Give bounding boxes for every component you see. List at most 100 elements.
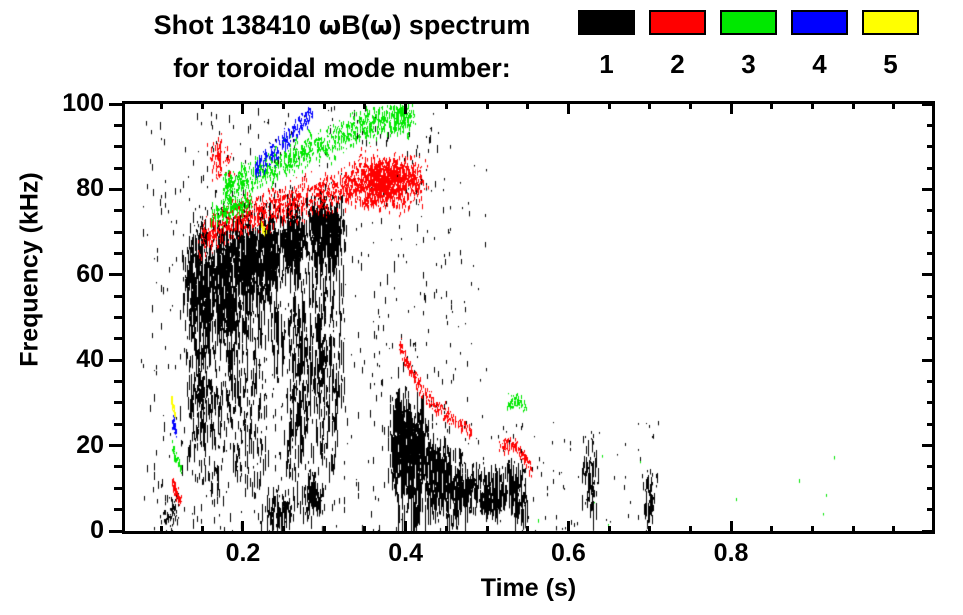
x-tick-0.4 <box>404 521 408 534</box>
y-tick-65 <box>114 251 122 255</box>
x-tick-1 <box>892 526 896 534</box>
y-tick-60 <box>109 273 122 277</box>
y-tick-25 <box>114 422 122 426</box>
y-tick-95 <box>114 123 122 127</box>
y-tick-right-60 <box>922 273 935 277</box>
y-tick-label-60: 60 <box>76 259 104 288</box>
x-tick-top-0.5 <box>485 101 489 109</box>
omega-symbol-1: ω <box>318 11 342 41</box>
y-tick-5 <box>114 508 122 512</box>
plot-area <box>122 101 935 534</box>
y-tick-label-100: 100 <box>62 89 104 117</box>
y-tick-right-35 <box>927 380 935 384</box>
legend-label-n5: 5 <box>883 49 898 79</box>
y-tick-right-0 <box>922 529 935 533</box>
y-tick-right-45 <box>927 337 935 341</box>
y-tick-right-90 <box>927 145 935 149</box>
x-tick-top-0.65 <box>607 101 611 109</box>
title-line-2: for toroidal mode number: <box>173 53 511 83</box>
x-tick-0.7 <box>648 526 652 534</box>
y-tick-90 <box>114 145 122 149</box>
y-tick-75 <box>114 209 122 213</box>
y-tick-right-5 <box>927 508 935 512</box>
x-tick-label-0.8: 0.8 <box>713 539 749 567</box>
legend-label-n1: 1 <box>599 49 614 79</box>
x-tick-top-0.25 <box>282 101 286 109</box>
y-tick-0 <box>109 529 122 533</box>
x-tick-label-0.6: 0.6 <box>550 539 586 567</box>
y-tick-right-25 <box>927 422 935 426</box>
x-tick-top-0.55 <box>526 101 530 109</box>
y-tick-40 <box>109 358 122 362</box>
x-tick-0.35 <box>363 526 367 534</box>
y-tick-right-55 <box>927 294 935 298</box>
x-tick-top-0.4 <box>404 101 408 114</box>
y-tick-100 <box>109 102 122 106</box>
x-tick-top-0.7 <box>648 101 652 109</box>
x-tick-label-0.2: 0.2 <box>225 539 261 567</box>
y-tick-label-20: 20 <box>76 430 104 459</box>
y-tick-right-40 <box>922 358 935 362</box>
title-b-text: B( <box>341 10 370 40</box>
x-tick-top-1 <box>892 101 896 109</box>
x-tick-0.25 <box>282 526 286 534</box>
y-tick-45 <box>114 337 122 341</box>
x-tick-0.3 <box>322 526 326 534</box>
x-tick-0.5 <box>485 526 489 534</box>
x-tick-top-0.15 <box>200 101 204 109</box>
y-tick-label-80: 80 <box>76 174 104 203</box>
y-tick-right-30 <box>927 401 935 405</box>
legend-swatch-n5 <box>862 10 919 35</box>
legend-swatch-n4 <box>791 10 848 35</box>
y-tick-right-85 <box>927 166 935 170</box>
title-spectrum-text: ) spectrum <box>392 10 531 40</box>
x-tick-top-0.85 <box>770 101 774 109</box>
x-tick-top-0.2 <box>241 101 245 114</box>
x-tick-0.45 <box>444 526 448 534</box>
x-tick-0.55 <box>526 526 530 534</box>
legend-label-row: 1 2 3 4 5 <box>578 48 919 80</box>
figure-title: Shot 138410 ωB(ω) spectrum for toroidal … <box>112 4 572 89</box>
legend-swatch-n2 <box>649 10 706 35</box>
x-tick-0.2 <box>241 521 245 534</box>
legend-swatch-n3 <box>720 10 777 35</box>
y-tick-20 <box>109 444 122 448</box>
y-tick-right-70 <box>927 230 935 234</box>
y-tick-right-65 <box>927 251 935 255</box>
x-tick-0.9 <box>810 526 814 534</box>
title-line-1: Shot 138410 ωB(ω) spectrum <box>112 4 572 47</box>
x-tick-0.95 <box>851 526 855 534</box>
x-axis-label: Time (s) <box>480 574 577 602</box>
x-tick-0.8 <box>729 521 733 534</box>
spectrogram-canvas <box>125 104 932 531</box>
y-tick-right-100 <box>922 102 935 106</box>
y-tick-80 <box>109 187 122 191</box>
y-tick-right-10 <box>927 486 935 490</box>
y-tick-label-0: 0 <box>90 516 104 544</box>
omega-symbol-2: ω <box>369 11 393 41</box>
x-tick-0.15 <box>200 526 204 534</box>
title-shot-text: Shot 138410 <box>153 10 319 40</box>
legend-label-n3: 3 <box>741 49 756 79</box>
y-tick-right-80 <box>922 187 935 191</box>
y-tick-right-20 <box>922 444 935 448</box>
x-tick-top-0.6 <box>566 101 570 114</box>
x-tick-label-0.4: 0.4 <box>388 539 424 567</box>
legend: 1 2 3 4 5 <box>578 10 954 90</box>
y-tick-15 <box>114 465 122 469</box>
figure-header: Shot 138410 ωB(ω) spectrum for toroidal … <box>0 0 963 95</box>
y-tick-right-95 <box>927 123 935 127</box>
y-tick-55 <box>114 294 122 298</box>
legend-swatch-row <box>578 10 919 35</box>
x-tick-top-0.35 <box>363 101 367 109</box>
legend-label-n4: 4 <box>812 49 827 79</box>
y-tick-right-15 <box>927 465 935 469</box>
x-tick-0.6 <box>566 521 570 534</box>
y-tick-85 <box>114 166 122 170</box>
x-tick-top-0.9 <box>810 101 814 109</box>
y-axis-label: Frequency (kHz) <box>15 172 44 367</box>
x-tick-top-0.75 <box>688 101 692 109</box>
x-tick-0.85 <box>770 526 774 534</box>
x-tick-top-0.3 <box>322 101 326 109</box>
